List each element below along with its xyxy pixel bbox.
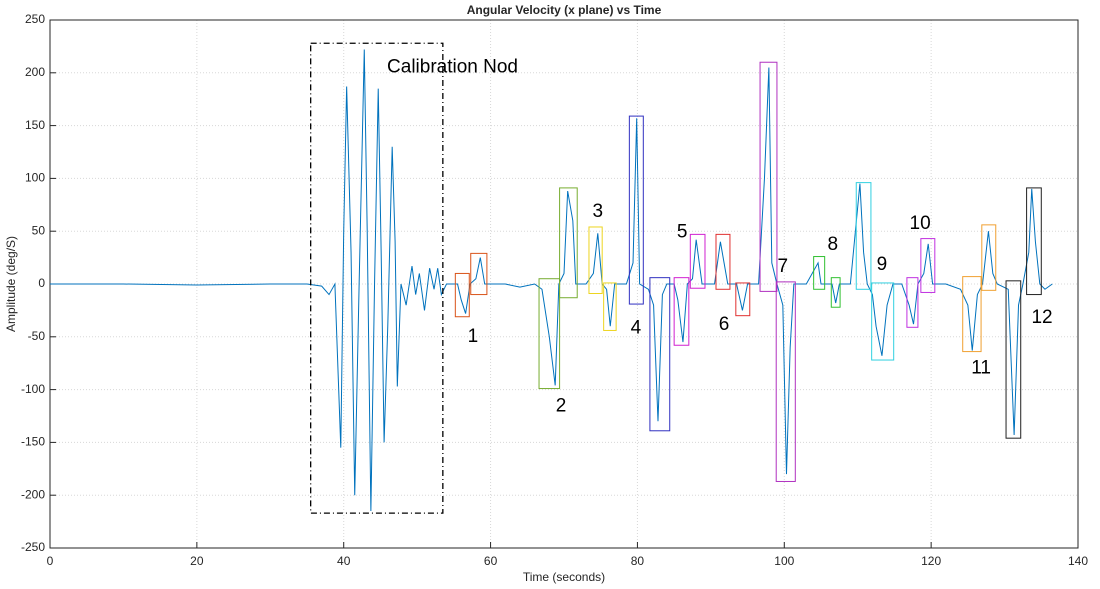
x-tick-label: 80	[631, 554, 645, 568]
y-tick-label: 0	[38, 276, 45, 290]
x-tick-label: 140	[1068, 554, 1088, 568]
annotation-box	[310, 42, 444, 514]
annotation-box	[735, 282, 751, 317]
y-tick-label: 250	[25, 12, 45, 26]
y-tick-label: 200	[25, 65, 45, 79]
annotation-box	[470, 252, 488, 296]
y-tick-label: -250	[21, 540, 45, 554]
annotation-box	[906, 277, 919, 328]
annotation-label: 11	[971, 357, 991, 378]
y-tick-label: 50	[32, 223, 46, 237]
annotation-box	[538, 278, 561, 390]
annotation-box	[775, 281, 796, 482]
annotation-box	[689, 233, 706, 289]
chart-title: Angular Velocity (x plane) vs Time	[467, 3, 662, 17]
x-tick-label: 100	[774, 554, 794, 568]
y-tick-label: -200	[21, 487, 45, 501]
annotation-box	[603, 282, 617, 331]
x-tick-label: 0	[47, 554, 54, 568]
y-axis-label: Amplitude (deg/S)	[4, 236, 18, 332]
annotation-box	[871, 282, 895, 361]
annotation-label: 6	[719, 314, 730, 335]
x-tick-label: 60	[484, 554, 498, 568]
annotation-box	[454, 272, 470, 318]
annotation-box	[628, 115, 644, 305]
annotation-box	[1005, 280, 1022, 439]
annotation-label: Calibration Nod	[387, 57, 518, 78]
signal-line	[50, 49, 1053, 512]
annotation-box	[813, 256, 826, 290]
y-tick-label: -150	[21, 435, 45, 449]
x-tick-label: 120	[921, 554, 941, 568]
annotation-label: 7	[778, 256, 789, 277]
annotation-box	[559, 187, 578, 299]
annotation-box	[830, 277, 841, 308]
annotation-label: 1	[468, 326, 479, 347]
annotation-label: 4	[631, 317, 642, 338]
annotation-box	[855, 182, 872, 290]
annotation-box	[962, 276, 982, 353]
y-tick-label: -50	[28, 329, 46, 343]
y-tick-label: 150	[25, 118, 45, 132]
annotation-box	[588, 226, 603, 295]
x-axis-label: Time (seconds)	[523, 570, 605, 584]
y-tick-label: 100	[25, 171, 45, 185]
annotation-box	[759, 61, 778, 292]
annotation-box	[715, 233, 731, 290]
x-tick-label: 20	[190, 554, 204, 568]
annotation-label: 5	[677, 221, 688, 242]
annotation-box	[673, 277, 690, 346]
annotation-box	[1026, 187, 1042, 296]
annotation-box	[649, 277, 671, 432]
annotation-label: 3	[592, 201, 603, 222]
annotation-box	[981, 224, 997, 291]
annotation-label: 10	[910, 213, 931, 234]
annotation-box	[920, 238, 936, 293]
annotation-label: 2	[556, 396, 567, 417]
y-tick-label: -100	[21, 382, 45, 396]
annotation-label: 8	[827, 234, 838, 255]
annotation-label: 9	[877, 254, 888, 275]
annotation-label: 12	[1031, 307, 1052, 328]
x-tick-label: 40	[337, 554, 351, 568]
